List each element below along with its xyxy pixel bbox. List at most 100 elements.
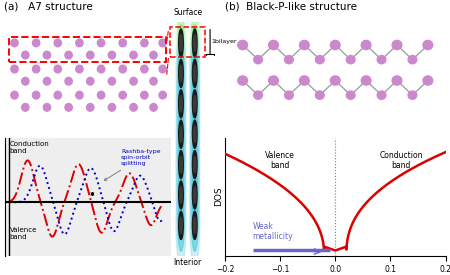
Ellipse shape [193, 25, 197, 61]
Ellipse shape [194, 34, 196, 52]
Circle shape [194, 96, 196, 112]
Ellipse shape [190, 64, 200, 143]
Ellipse shape [189, 0, 201, 89]
Circle shape [392, 76, 402, 85]
Ellipse shape [176, 125, 186, 204]
Ellipse shape [179, 181, 183, 209]
Circle shape [315, 91, 324, 99]
Circle shape [361, 76, 371, 85]
Text: Valence
band: Valence band [265, 151, 295, 170]
Circle shape [377, 56, 386, 64]
Circle shape [150, 77, 157, 85]
Ellipse shape [191, 13, 198, 73]
Circle shape [193, 120, 197, 148]
Circle shape [159, 39, 166, 47]
Circle shape [300, 40, 309, 50]
Circle shape [254, 91, 262, 99]
Circle shape [179, 59, 183, 87]
Ellipse shape [192, 108, 198, 160]
Circle shape [108, 51, 116, 59]
Circle shape [76, 91, 83, 99]
Circle shape [392, 40, 402, 50]
Ellipse shape [179, 60, 183, 87]
Ellipse shape [179, 151, 183, 178]
Circle shape [22, 103, 29, 111]
Circle shape [238, 76, 248, 85]
Ellipse shape [193, 90, 197, 117]
Circle shape [76, 65, 83, 73]
Circle shape [194, 126, 196, 142]
Circle shape [108, 77, 116, 85]
Ellipse shape [190, 95, 200, 174]
Circle shape [43, 103, 50, 111]
Circle shape [193, 59, 197, 87]
Circle shape [194, 65, 196, 82]
Bar [9, 37, 166, 62]
Circle shape [330, 40, 340, 50]
Circle shape [97, 91, 105, 99]
Circle shape [180, 126, 182, 142]
Circle shape [86, 77, 94, 85]
Circle shape [193, 181, 197, 209]
Ellipse shape [178, 139, 184, 190]
Ellipse shape [192, 169, 198, 221]
Ellipse shape [178, 169, 184, 221]
Circle shape [330, 76, 340, 85]
Circle shape [150, 51, 157, 59]
Ellipse shape [190, 125, 200, 204]
Circle shape [269, 40, 279, 50]
Circle shape [32, 91, 40, 99]
Circle shape [22, 77, 29, 85]
Circle shape [76, 39, 83, 47]
Circle shape [54, 91, 62, 99]
Ellipse shape [178, 108, 184, 160]
Circle shape [180, 35, 182, 51]
Ellipse shape [193, 60, 197, 87]
Circle shape [43, 77, 50, 85]
Text: Conduction
band: Conduction band [380, 151, 423, 170]
Circle shape [284, 56, 293, 64]
Circle shape [180, 96, 182, 112]
Ellipse shape [193, 151, 197, 178]
Circle shape [377, 91, 386, 99]
Circle shape [194, 217, 196, 233]
Circle shape [193, 90, 197, 118]
Bar [170, 27, 206, 57]
Circle shape [315, 56, 324, 64]
Ellipse shape [179, 120, 183, 148]
Circle shape [180, 65, 182, 82]
Text: Rashba-type
spin-orbit
splitting: Rashba-type spin-orbit splitting [104, 149, 161, 180]
Ellipse shape [179, 212, 183, 239]
Circle shape [119, 91, 126, 99]
Ellipse shape [190, 155, 200, 235]
Ellipse shape [176, 95, 186, 174]
Ellipse shape [176, 186, 186, 265]
Circle shape [179, 181, 183, 209]
Circle shape [119, 65, 126, 73]
Circle shape [179, 211, 183, 239]
Ellipse shape [177, 13, 185, 73]
Circle shape [193, 211, 197, 239]
Ellipse shape [176, 34, 186, 113]
Circle shape [238, 40, 248, 50]
Circle shape [150, 103, 157, 111]
Text: 1bilayer: 1bilayer [212, 39, 237, 44]
Circle shape [159, 65, 166, 73]
Circle shape [269, 76, 279, 85]
Ellipse shape [176, 64, 186, 143]
Circle shape [97, 39, 105, 47]
Ellipse shape [179, 25, 183, 61]
Circle shape [179, 90, 183, 118]
Circle shape [141, 65, 148, 73]
Ellipse shape [175, 0, 187, 89]
Circle shape [179, 29, 183, 57]
Circle shape [346, 91, 355, 99]
Text: Valence
band: Valence band [9, 227, 37, 240]
Text: (a)   A7 structure: (a) A7 structure [4, 1, 93, 11]
Circle shape [194, 35, 196, 51]
Circle shape [180, 156, 182, 173]
Circle shape [65, 103, 72, 111]
Circle shape [254, 56, 262, 64]
Ellipse shape [178, 200, 184, 251]
Text: Interior: Interior [174, 258, 202, 267]
